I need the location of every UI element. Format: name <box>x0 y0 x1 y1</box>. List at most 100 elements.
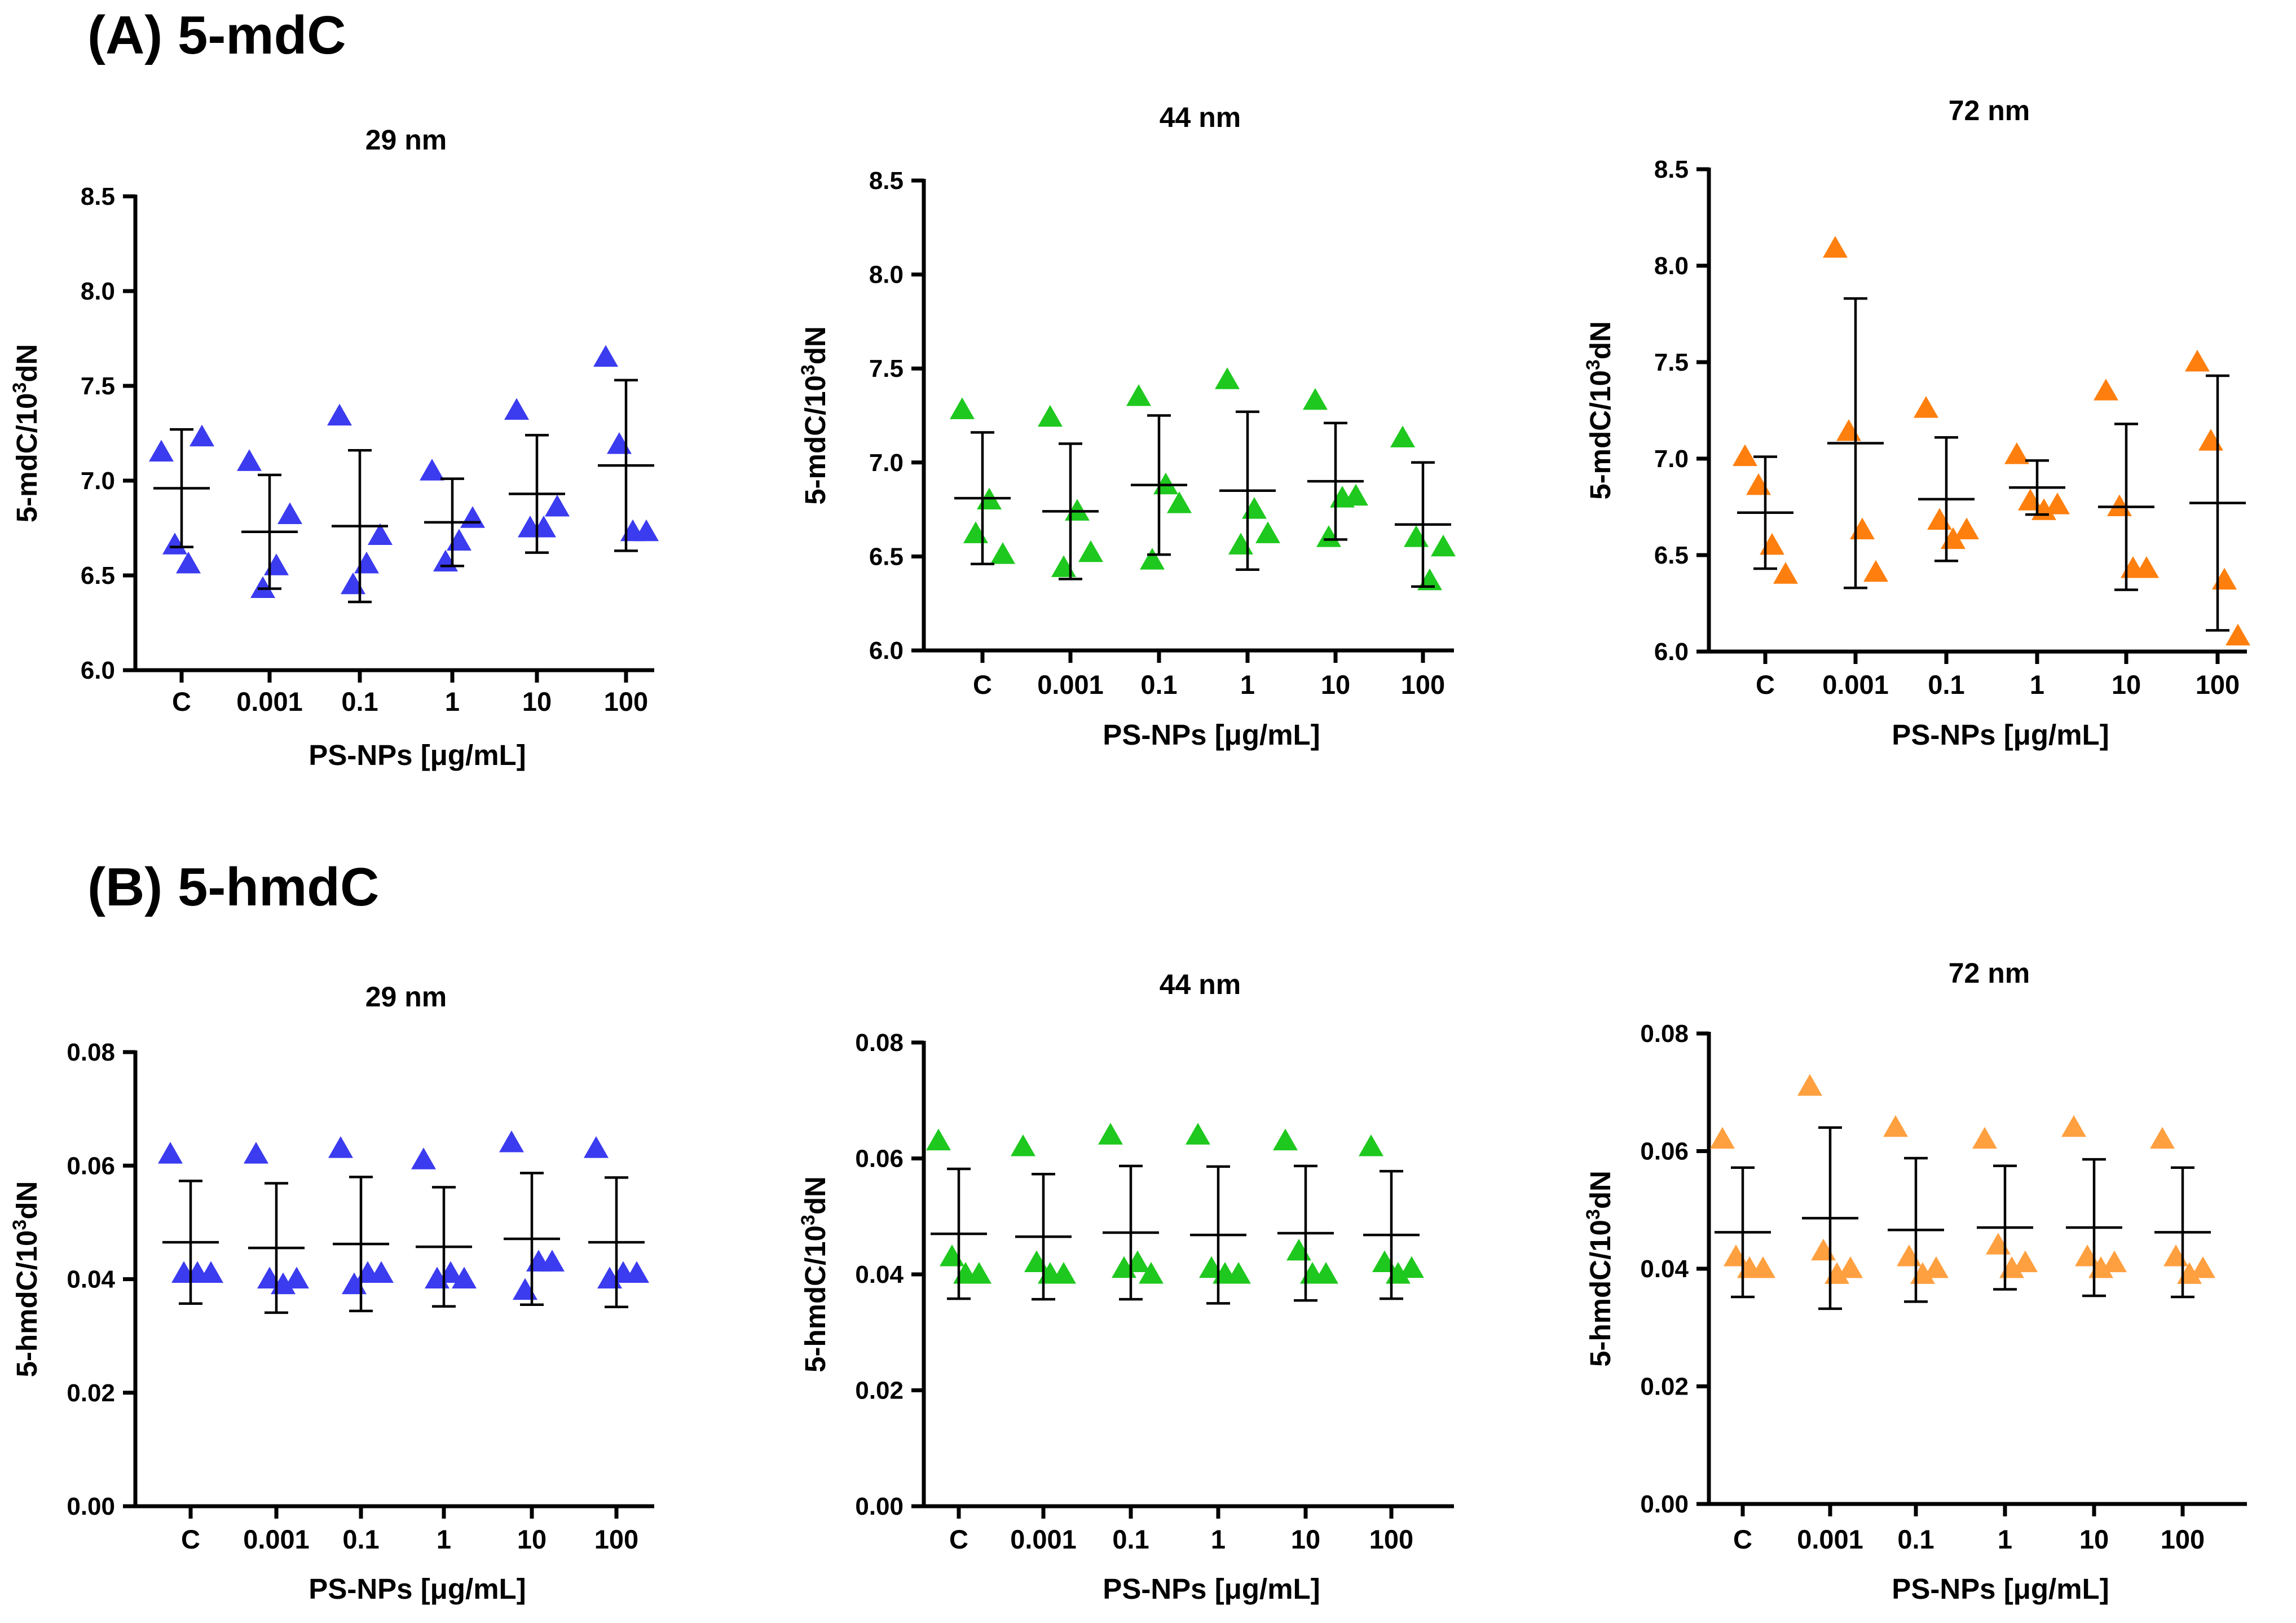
data-point <box>1024 1250 1049 1272</box>
data-point <box>277 502 302 524</box>
x-axis-label: PS-NPs [μg/mL] <box>1103 1573 1320 1605</box>
x-axis-label: PS-NPs [μg/mL] <box>309 1573 526 1605</box>
data-group <box>593 345 659 552</box>
data-point <box>2185 350 2210 372</box>
y-tick-label: 8.0 <box>81 278 115 305</box>
x-tick-label: C <box>949 1524 968 1554</box>
data-point <box>1139 1262 1164 1284</box>
data-group <box>2061 1115 2127 1297</box>
data-point <box>1038 404 1063 427</box>
data-point <box>2191 1256 2215 1278</box>
data-point <box>244 1142 268 1164</box>
data-point <box>1399 1256 1424 1278</box>
data-group <box>1710 1127 1775 1299</box>
x-tick-label: 10 <box>517 1524 547 1554</box>
x-tick-label: 1 <box>1240 670 1255 700</box>
y-tick-label: 8.0 <box>1654 252 1689 280</box>
data-group <box>584 1136 649 1309</box>
data-point <box>1316 525 1341 547</box>
data-point <box>593 345 618 367</box>
data-point <box>1125 1250 1150 1272</box>
x-tick-label: 0.001 <box>1037 670 1104 700</box>
data-group <box>244 1142 309 1314</box>
data-point <box>250 576 275 599</box>
data-group <box>411 1147 477 1308</box>
data-group <box>2185 350 2250 646</box>
y-tick-label: 6.5 <box>1654 542 1689 569</box>
y-tick-label: 7.5 <box>1654 349 1689 376</box>
data-group <box>327 403 393 604</box>
data-point <box>540 1250 565 1272</box>
y-tick-label: 7.5 <box>81 372 115 400</box>
data-point <box>2163 1244 2188 1266</box>
data-point <box>1751 1256 1775 1278</box>
data-point <box>1051 555 1076 577</box>
data-group <box>2150 1127 2215 1299</box>
x-tick-label: 0.1 <box>1897 1524 1934 1554</box>
data-group <box>504 398 570 554</box>
data-point <box>162 533 187 555</box>
chart-panel-0: 29 nm 6.0 6.5 7.0 7.5 8.0 8.5 5-mdC/103dN C 0.001… <box>9 124 659 771</box>
data-point <box>1773 562 1798 584</box>
data-point <box>1733 444 1757 467</box>
data-point <box>990 542 1015 564</box>
y-axis-label: 5-mdC/103dN <box>9 344 43 522</box>
data-group <box>1914 396 1979 562</box>
x-tick-label: 100 <box>604 687 648 716</box>
data-group <box>499 1131 565 1307</box>
data-point <box>369 1261 394 1283</box>
data-point <box>1431 534 1456 557</box>
data-group <box>1098 1123 1164 1301</box>
chart-title: 44 nm <box>1160 102 1241 133</box>
x-tick-label: 0.1 <box>1928 670 1964 700</box>
y-tick-label: 0.06 <box>67 1152 115 1180</box>
x-tick-label: C <box>181 1524 200 1554</box>
data-point <box>1228 533 1253 555</box>
x-tick-label: 0.1 <box>341 687 378 716</box>
data-point <box>1850 517 1875 540</box>
y-axis-label: 5-hmdC/103dN <box>797 1176 831 1373</box>
data-group <box>1823 236 1888 590</box>
chart-title: 29 nm <box>365 124 447 156</box>
data-point <box>1303 388 1328 410</box>
data-group <box>1359 1134 1424 1300</box>
data-group <box>2094 379 2159 591</box>
data-point <box>1914 396 1938 418</box>
data-group <box>1797 1074 1863 1310</box>
chart-panel-3: 29 nm 0.00 0.02 0.04 0.06 0.08 5-hmdC/103dN C 0.… <box>9 981 654 1605</box>
superscript: 3 <box>1583 359 1604 370</box>
data-point <box>1372 1250 1397 1272</box>
data-point <box>607 432 632 454</box>
data-point <box>1153 472 1178 495</box>
chart-title: 72 nm <box>1949 95 2030 126</box>
data-point <box>2150 1127 2175 1149</box>
x-tick-label: C <box>1733 1524 1752 1554</box>
data-point <box>452 1266 477 1288</box>
x-tick-label: 100 <box>594 1524 638 1554</box>
data-point <box>2134 556 2159 578</box>
x-tick-label: 10 <box>1291 1524 1320 1554</box>
data-point <box>2107 494 2132 516</box>
y-tick-label: 0.08 <box>1640 1020 1689 1048</box>
data-point <box>1883 1115 1908 1137</box>
data-point <box>2045 492 2070 514</box>
x-tick-label: C <box>1756 670 1775 700</box>
superscript: 3 <box>9 382 30 393</box>
data-point <box>504 398 529 420</box>
x-tick-label: C <box>973 670 992 700</box>
data-point <box>2094 379 2118 401</box>
data-point <box>420 459 444 481</box>
data-group <box>950 397 1015 565</box>
data-group <box>149 424 214 574</box>
data-point <box>634 519 659 542</box>
data-point <box>1242 497 1267 519</box>
x-tick-label: 10 <box>1321 670 1350 700</box>
y-tick-label: 0.02 <box>855 1377 904 1405</box>
data-point <box>284 1266 309 1288</box>
data-point <box>1011 1134 1035 1156</box>
y-tick-label: 0.00 <box>67 1493 115 1520</box>
data-point <box>1986 1233 2011 1255</box>
x-tick-label: 100 <box>2161 1524 2205 1554</box>
data-point <box>354 551 379 574</box>
data-point <box>1797 1074 1822 1096</box>
